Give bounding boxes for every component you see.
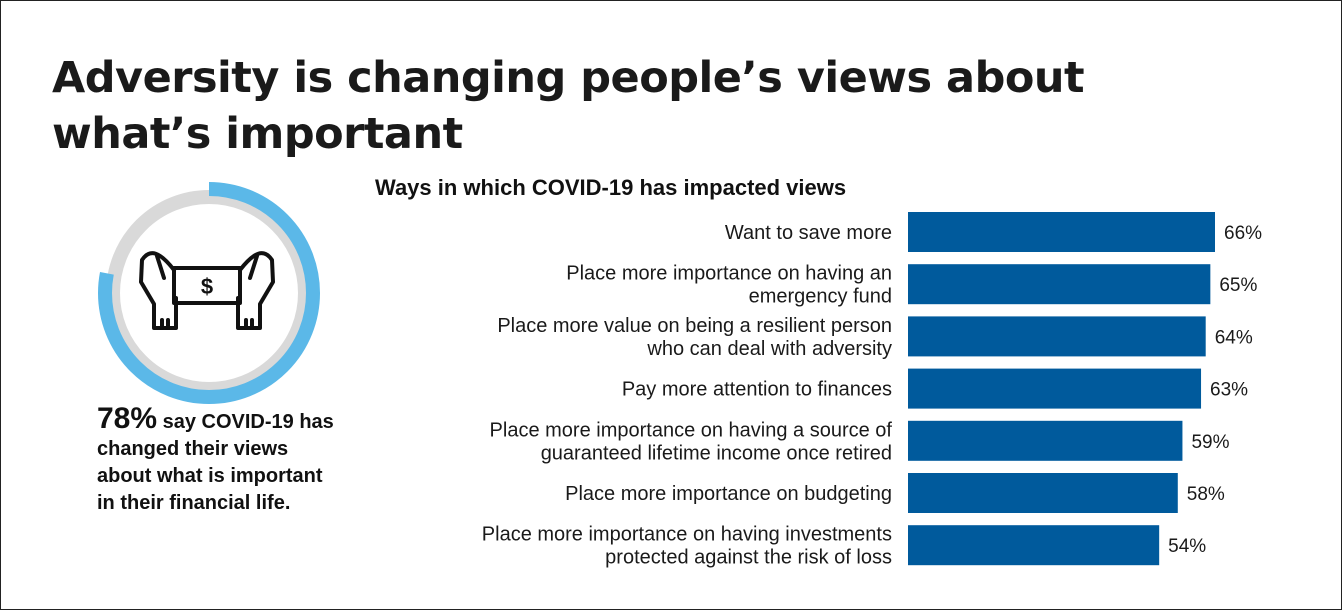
bar-value-label-3: 64% xyxy=(1215,327,1253,348)
bar-value-label-7: 54% xyxy=(1168,536,1206,557)
bar-value-label-2: 65% xyxy=(1219,275,1257,296)
bar-7 xyxy=(908,525,1160,566)
bar-1 xyxy=(908,212,1215,252)
title-line-2: what’s important xyxy=(52,109,463,159)
stat-callout: 78% say COVID-19 has changed their views… xyxy=(97,402,337,517)
category-label-1: Want to save more xyxy=(725,222,892,244)
category-label-6: Place more importance on budgeting xyxy=(565,483,892,505)
stat-text: say COVID-19 has changed their views abo… xyxy=(97,411,334,514)
bar-value-label-4: 63% xyxy=(1210,380,1248,401)
title-line-1: Adversity is changing people’s views abo… xyxy=(52,53,1085,103)
donut-progress-arc xyxy=(98,182,320,404)
bar-3 xyxy=(908,316,1206,357)
bar-2 xyxy=(908,264,1211,305)
bar-chart: 66% Want to save more 65% Place more import… xyxy=(482,212,1262,569)
category-label-7: Place more importance on having investme… xyxy=(482,524,892,569)
bar-value-label-6: 58% xyxy=(1187,484,1225,505)
bar-5 xyxy=(908,420,1183,461)
category-label-3: Place more value on being a resilient pe… xyxy=(497,315,892,360)
bar-value-label-1: 66% xyxy=(1224,223,1262,244)
stat-value: 78% xyxy=(97,402,158,435)
bar-4 xyxy=(908,368,1202,409)
hands-holding-dollar-icon: $ xyxy=(139,251,275,330)
svg-text:$: $ xyxy=(201,274,213,299)
bar-value-label-5: 59% xyxy=(1191,432,1229,453)
stat-donut: $ xyxy=(98,182,320,404)
category-label-4: Pay more attention to finances xyxy=(622,379,892,401)
category-label-5: Place more importance on having a source… xyxy=(490,419,893,464)
page-title: Adversity is changing people’s views abo… xyxy=(52,50,1085,162)
chart-title: Ways in which COVID-19 has impacted view… xyxy=(375,175,847,200)
donut-track xyxy=(106,190,312,396)
category-label-2: Place more importance on having an emerge… xyxy=(566,263,892,308)
bar-6 xyxy=(908,473,1178,513)
